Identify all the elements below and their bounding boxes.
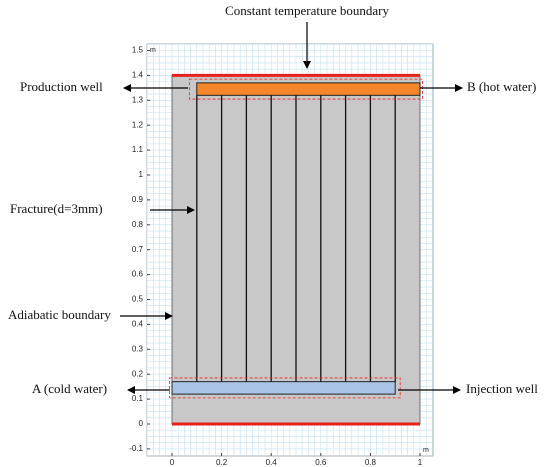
label: A (cold water) <box>32 381 107 396</box>
y-unit: m <box>150 47 156 54</box>
x-tick-label: 1 <box>418 458 423 467</box>
x-tick-label: 0.2 <box>216 458 228 467</box>
y-tick-label: -0.1 <box>129 444 143 453</box>
x-tick-label: 0.6 <box>315 458 327 467</box>
label: B (hot water) <box>467 79 536 94</box>
label: Injection well <box>466 381 538 396</box>
y-tick-label: 0.9 <box>132 195 144 204</box>
y-tick-label: 1.4 <box>132 71 144 80</box>
label: Production well <box>20 79 103 94</box>
label: Adiabatic boundary <box>8 307 111 322</box>
label: Fracture(d=3mm) <box>10 201 103 216</box>
y-tick-label: 1.3 <box>132 95 144 104</box>
y-tick-label: 0.3 <box>132 344 144 353</box>
injection-well <box>171 381 396 395</box>
well-box <box>169 377 401 399</box>
y-tick-label: 0.7 <box>132 245 144 254</box>
y-tick-label: 0.4 <box>132 320 144 329</box>
y-tick-label: 0.1 <box>132 394 144 403</box>
y-tick-label: 0.2 <box>132 369 144 378</box>
label: Constant temperature boundary <box>225 3 389 18</box>
plot: -0.1 0 0.1 0.2 0.3 0.4 0.5 0.6 0.7 0.8 0.9 1 1.1 1.2 1… <box>129 43 434 467</box>
y-tick-label: 0 <box>139 419 144 428</box>
y-tick-label: 1.5 <box>132 46 144 55</box>
x-tick-label: 0.4 <box>266 458 278 467</box>
annotations <box>120 22 463 394</box>
y-tick-label: 1.1 <box>132 145 144 154</box>
well-box <box>188 78 423 100</box>
x-tick-label: 0.8 <box>365 458 377 467</box>
y-tick-label: 1 <box>139 170 144 179</box>
y-tick-label: 0.5 <box>132 295 144 304</box>
y-tick-label: 0.8 <box>132 220 144 229</box>
production-well <box>196 82 421 96</box>
y-tick-label: 0.6 <box>132 270 144 279</box>
x-tick-label: 0 <box>170 458 175 467</box>
y-tick-label: 1.2 <box>132 120 144 129</box>
x-unit: m <box>423 447 429 454</box>
